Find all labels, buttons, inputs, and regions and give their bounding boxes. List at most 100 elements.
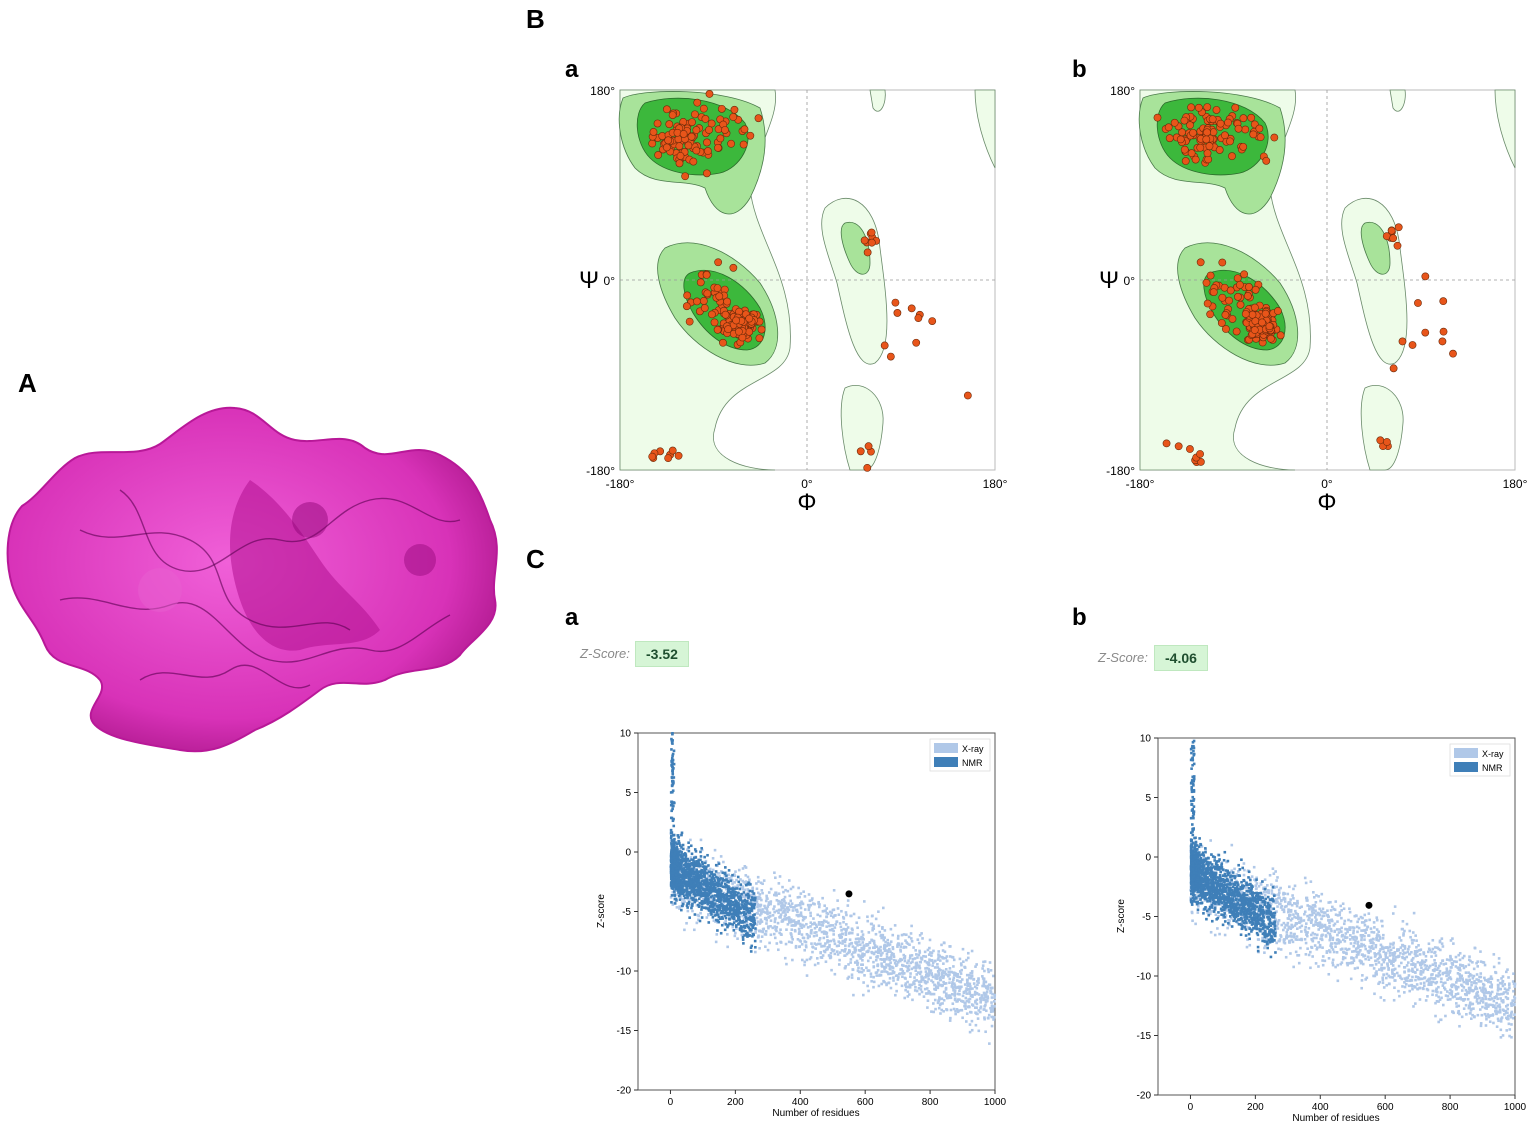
- nmr-point: [751, 890, 754, 893]
- xray-point: [797, 919, 801, 923]
- xray-point: [970, 1019, 974, 1023]
- xray-point: [953, 973, 956, 977]
- xray-point: [720, 870, 723, 873]
- xray-point: [944, 994, 948, 998]
- nmr-point: [677, 853, 681, 857]
- xray-point: [1349, 961, 1353, 965]
- xray-point: [1250, 875, 1254, 878]
- xray-point: [944, 956, 948, 960]
- nmr-point: [681, 873, 685, 877]
- xray-point: [826, 947, 829, 951]
- nmr-point: [739, 896, 743, 899]
- xray-point: [777, 948, 780, 952]
- xray-point: [1274, 899, 1277, 902]
- nmr-point: [692, 867, 695, 871]
- nmr-point: [692, 875, 695, 878]
- xray-point: [1414, 934, 1417, 937]
- xray-point: [969, 994, 973, 998]
- xray-point: [1454, 981, 1458, 984]
- rama-point-314: [717, 104, 726, 113]
- xray-point: [1454, 993, 1458, 996]
- xray-point: [931, 964, 934, 967]
- nmr-point: [725, 911, 729, 915]
- xray-point: [844, 965, 848, 968]
- xray-point: [1449, 988, 1452, 992]
- xray-point: [767, 926, 770, 930]
- xray-point: [1423, 960, 1427, 964]
- xray-point: [789, 899, 793, 903]
- xray-point: [975, 1002, 979, 1006]
- nmr-point: [704, 880, 708, 884]
- xray-point: [1458, 951, 1462, 955]
- xray-point: [1379, 947, 1382, 951]
- nmr-point: [753, 902, 756, 906]
- xray-point: [913, 982, 916, 986]
- xray-point: [1444, 962, 1448, 965]
- xray-point: [678, 907, 681, 910]
- xray-point: [908, 983, 911, 987]
- xray-point: [949, 996, 953, 1000]
- xray-point: [1289, 918, 1293, 922]
- nmr-point: [717, 920, 721, 924]
- xray-point: [861, 936, 865, 940]
- rama-a-xlabel: Φ: [797, 489, 816, 516]
- nmr-point: [717, 889, 721, 893]
- xray-point: [1371, 937, 1375, 941]
- xray-point: [956, 985, 960, 989]
- xray-point: [889, 986, 893, 990]
- xray-point: [1431, 969, 1435, 972]
- nmr-point: [739, 911, 742, 915]
- xray-point: [1439, 948, 1442, 952]
- nmr-point: [717, 915, 721, 919]
- nmr-point: [675, 863, 678, 866]
- xray-point: [914, 966, 918, 970]
- nmr-point: [681, 856, 684, 859]
- rama-point-289: [1180, 116, 1189, 125]
- nmr-point: [746, 892, 750, 896]
- xray-point: [900, 963, 904, 967]
- xray-point: [790, 933, 793, 936]
- nmr-point: [715, 875, 718, 879]
- xray-point: [741, 885, 745, 888]
- xray-point: [776, 921, 780, 925]
- nmr-point: [698, 901, 702, 905]
- rama-a-points: [648, 90, 972, 472]
- xray-point: [1309, 950, 1312, 954]
- rama-point-331: [1393, 241, 1402, 250]
- nmr-point: [749, 950, 753, 953]
- nmr-point: [682, 878, 686, 882]
- xray-point: [902, 953, 906, 957]
- nmr-point: [748, 909, 752, 913]
- xray-point: [844, 911, 848, 914]
- xray-point: [755, 882, 758, 885]
- nmr-point: [684, 861, 688, 864]
- xray-point: [1272, 925, 1275, 929]
- xray-point: [1314, 901, 1318, 904]
- xray-point: [941, 1002, 944, 1005]
- nmr-point: [671, 807, 674, 811]
- nmr-point: [699, 890, 703, 894]
- nmr-point: [739, 928, 743, 932]
- nmr-point: [686, 867, 690, 871]
- xray-point: [870, 950, 873, 954]
- xray-point: [1352, 931, 1355, 935]
- xray-point: [1289, 898, 1292, 901]
- xray-point: [784, 908, 787, 911]
- rama-point-306: [1215, 146, 1224, 154]
- xray-point: [671, 903, 675, 906]
- xray-point: [960, 985, 963, 989]
- xray-point: [1392, 998, 1396, 1002]
- xray-point: [779, 941, 783, 944]
- nmr-point: [703, 869, 707, 873]
- xray-point: [1214, 903, 1218, 907]
- xray-point: [913, 976, 916, 979]
- rama-point-313: [1224, 118, 1232, 127]
- xray-point: [944, 988, 948, 991]
- xray-point: [928, 958, 931, 961]
- xray-point: [778, 875, 782, 878]
- nmr-point: [672, 840, 676, 843]
- nmr-point: [744, 912, 747, 916]
- rama-point-331: [863, 248, 872, 257]
- nmr-point: [686, 884, 690, 887]
- nmr-point: [687, 862, 690, 866]
